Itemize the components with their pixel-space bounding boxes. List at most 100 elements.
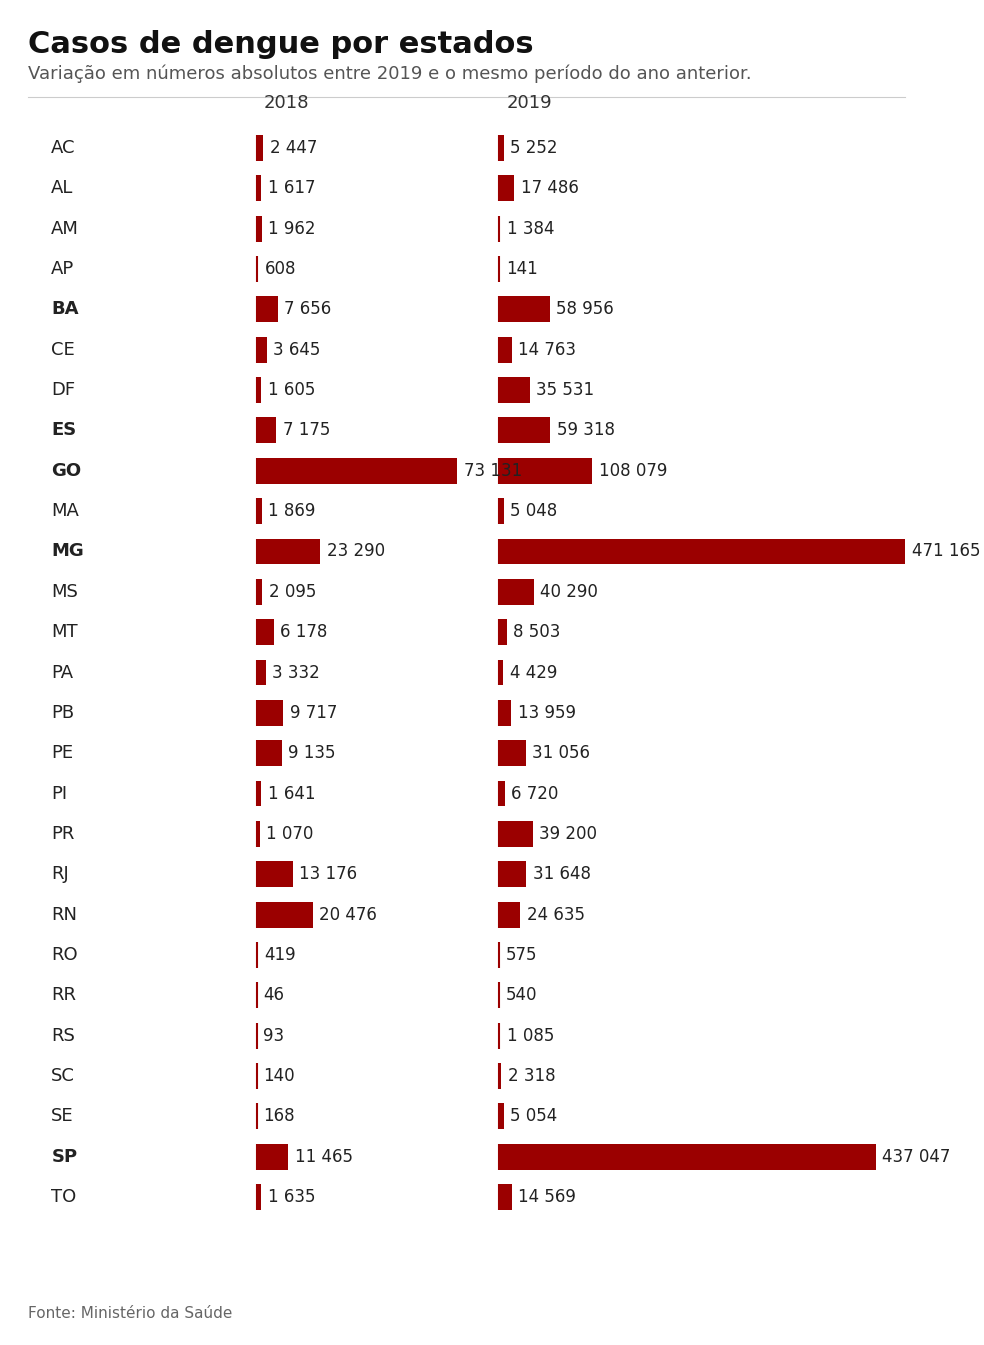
Bar <box>257 134 264 161</box>
Bar <box>499 740 525 767</box>
Text: 5 048: 5 048 <box>510 502 557 521</box>
Bar <box>257 861 292 888</box>
Text: 46: 46 <box>264 986 284 1005</box>
Bar <box>257 457 458 484</box>
Text: 1 635: 1 635 <box>268 1188 315 1206</box>
Text: RN: RN <box>51 905 78 924</box>
Text: PB: PB <box>51 703 75 722</box>
Text: 24 635: 24 635 <box>526 905 584 924</box>
Bar <box>499 578 534 605</box>
Bar <box>499 377 529 404</box>
Text: 6 178: 6 178 <box>280 623 328 642</box>
Text: 1 962: 1 962 <box>269 219 316 238</box>
Text: SP: SP <box>51 1147 78 1166</box>
Text: 1 070: 1 070 <box>266 824 314 843</box>
Text: GO: GO <box>51 461 82 480</box>
Text: MS: MS <box>51 582 78 601</box>
Text: 1 641: 1 641 <box>268 784 315 803</box>
Bar <box>257 820 260 847</box>
Bar <box>499 336 512 363</box>
Text: 59 318: 59 318 <box>557 421 615 440</box>
Bar <box>499 538 905 565</box>
Bar <box>499 861 526 888</box>
Text: 4 429: 4 429 <box>510 663 557 682</box>
Text: 1 384: 1 384 <box>507 219 554 238</box>
Text: RO: RO <box>51 946 78 964</box>
Bar <box>499 659 503 686</box>
Text: AC: AC <box>51 139 76 157</box>
Text: 1 605: 1 605 <box>268 381 315 399</box>
Bar <box>257 740 281 767</box>
Text: 3 332: 3 332 <box>273 663 320 682</box>
Text: Casos de dengue por estados: Casos de dengue por estados <box>28 30 533 59</box>
Text: 93: 93 <box>264 1026 284 1045</box>
Text: 108 079: 108 079 <box>599 461 667 480</box>
Text: 2018: 2018 <box>264 94 310 112</box>
Text: 17 486: 17 486 <box>521 179 579 198</box>
Bar <box>257 578 263 605</box>
Text: 1 869: 1 869 <box>269 502 316 521</box>
Text: 39 200: 39 200 <box>539 824 597 843</box>
Text: 575: 575 <box>506 946 537 964</box>
Text: 11 465: 11 465 <box>294 1147 352 1166</box>
Text: CE: CE <box>51 340 75 359</box>
Text: 35 531: 35 531 <box>536 381 594 399</box>
Text: 13 959: 13 959 <box>518 703 576 722</box>
Text: PE: PE <box>51 744 74 763</box>
Bar <box>499 134 504 161</box>
Bar <box>499 780 505 807</box>
Text: 6 720: 6 720 <box>512 784 559 803</box>
Bar <box>499 417 550 444</box>
Text: 168: 168 <box>264 1107 295 1126</box>
Text: SC: SC <box>51 1067 75 1085</box>
Bar <box>257 901 313 928</box>
Bar <box>499 498 504 525</box>
Text: MG: MG <box>51 542 84 561</box>
Bar <box>257 175 261 202</box>
Text: 140: 140 <box>264 1067 295 1085</box>
Text: 31 648: 31 648 <box>533 865 591 884</box>
Text: 608: 608 <box>265 260 296 278</box>
Bar <box>257 377 261 404</box>
Bar <box>499 901 521 928</box>
Bar <box>257 215 262 242</box>
Text: 7 175: 7 175 <box>282 421 331 440</box>
Text: PI: PI <box>51 784 68 803</box>
Bar <box>257 780 261 807</box>
Text: 5 054: 5 054 <box>510 1107 557 1126</box>
Bar <box>257 417 277 444</box>
Text: 20 476: 20 476 <box>319 905 377 924</box>
Bar <box>499 619 507 646</box>
Text: ES: ES <box>51 421 77 440</box>
Bar <box>499 1143 876 1170</box>
Text: RS: RS <box>51 1026 75 1045</box>
Text: 9 135: 9 135 <box>288 744 336 763</box>
Text: RJ: RJ <box>51 865 69 884</box>
Text: MA: MA <box>51 502 79 521</box>
Text: MT: MT <box>51 623 78 642</box>
Bar <box>499 175 515 202</box>
Text: AP: AP <box>51 260 75 278</box>
Text: 13 176: 13 176 <box>299 865 357 884</box>
Text: 2019: 2019 <box>507 94 552 112</box>
Text: 2 095: 2 095 <box>269 582 316 601</box>
Bar <box>257 1184 261 1210</box>
Text: 14 569: 14 569 <box>519 1188 577 1206</box>
Text: 471 165: 471 165 <box>911 542 980 561</box>
Text: PA: PA <box>51 663 74 682</box>
Text: SE: SE <box>51 1107 74 1126</box>
Bar <box>257 699 283 726</box>
Text: 3 645: 3 645 <box>274 340 321 359</box>
Bar <box>257 538 321 565</box>
Text: AM: AM <box>51 219 79 238</box>
Bar <box>499 1103 504 1130</box>
Text: 58 956: 58 956 <box>557 300 614 319</box>
Text: 40 290: 40 290 <box>540 582 598 601</box>
Bar <box>499 1184 512 1210</box>
Bar <box>499 1063 501 1089</box>
Text: 8 503: 8 503 <box>513 623 561 642</box>
Bar <box>257 1143 288 1170</box>
Text: 1 617: 1 617 <box>268 179 315 198</box>
Text: 23 290: 23 290 <box>327 542 385 561</box>
Bar <box>499 820 533 847</box>
